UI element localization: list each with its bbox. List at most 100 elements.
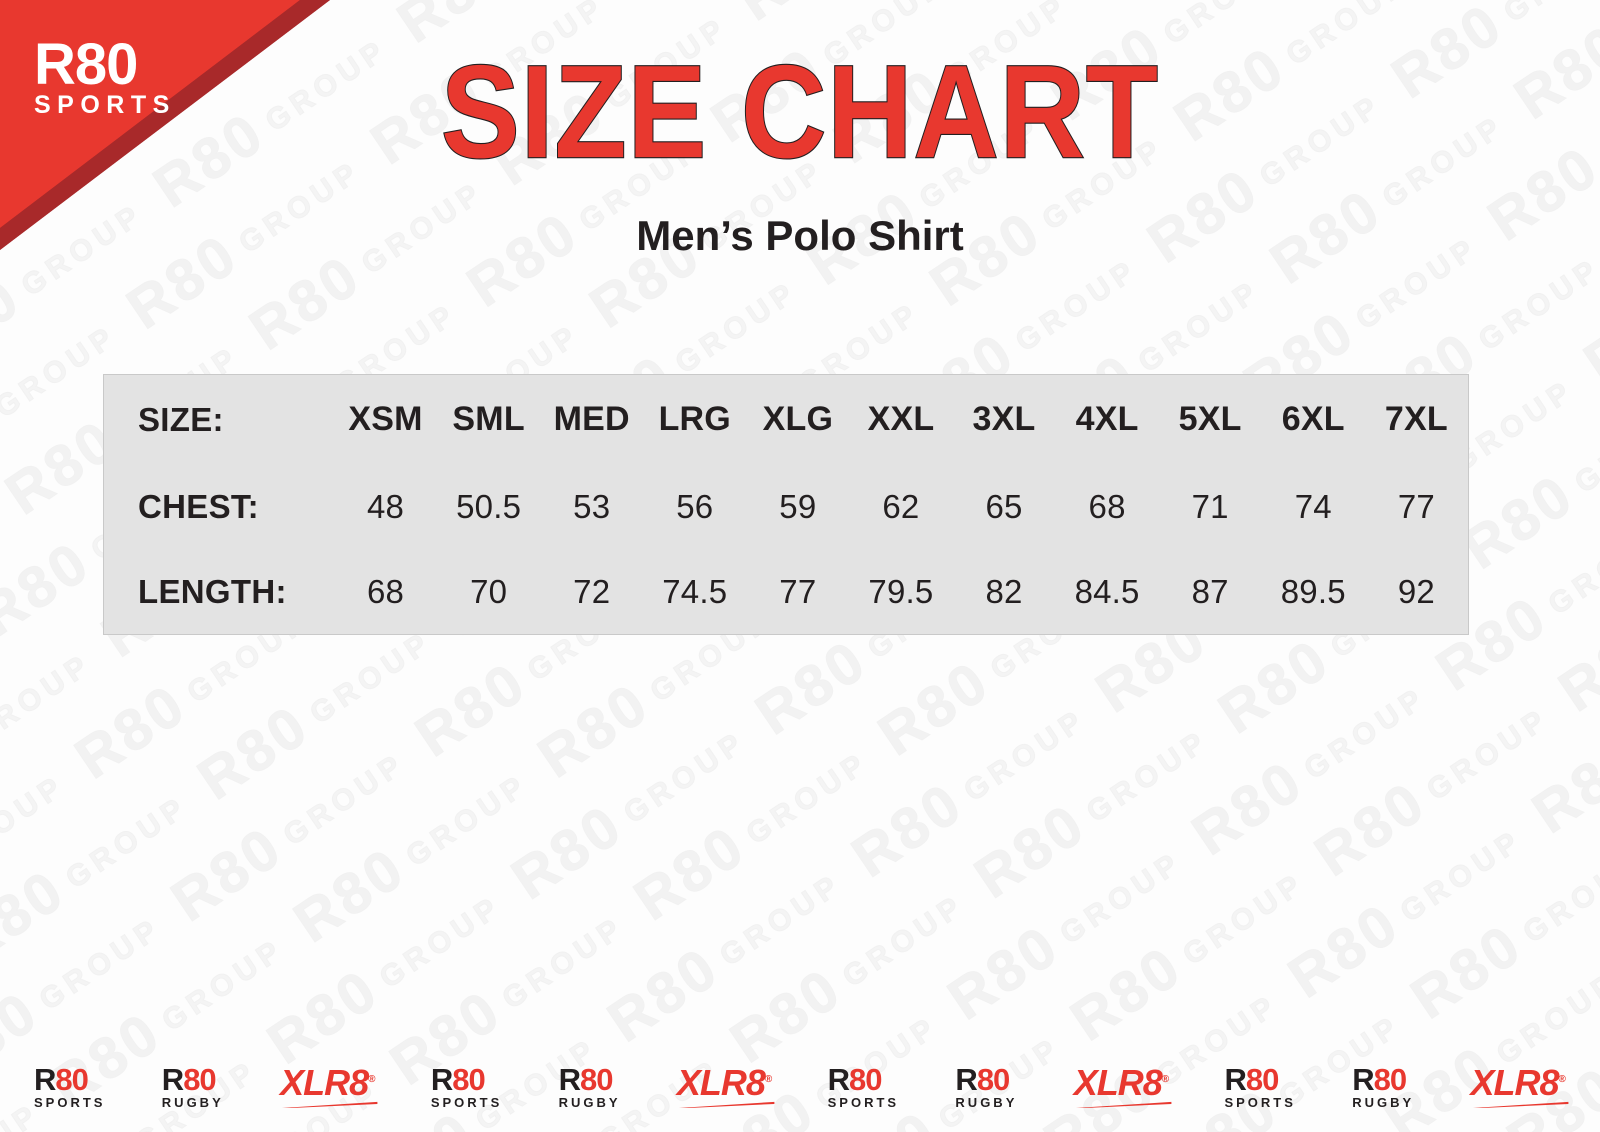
watermark-row: R80GROUPR80GROUPR80GROUPR80GROUPR80GROUP… xyxy=(692,515,1600,1132)
footer-logo-division: SPORTS xyxy=(430,1095,503,1110)
cell-chest-xsm: 48 xyxy=(366,487,405,525)
size-table-body: SIZE: XSM SML MED LRG XLG XXL 3XL 4XL 5XL 6XL 7XL … xyxy=(104,375,1468,634)
footer-logo-number-80: 80 xyxy=(1245,1062,1279,1097)
column-header-xlg: XLG xyxy=(762,400,834,439)
size-table: SIZE: XSM SML MED LRG XLG XXL 3XL 4XL 5XL 6XL 7XL … xyxy=(104,375,1468,634)
cell-chest-3xl: 65 xyxy=(985,487,1023,525)
footer-logo-r80-rugby: R80 RUGBY xyxy=(1352,1062,1415,1110)
footer-logo-letter-r: R xyxy=(161,1062,184,1097)
column-header-med: MED xyxy=(553,400,630,439)
footer-logo-xlr8-wordmark: XLR8® xyxy=(1470,1062,1566,1103)
registered-trademark-icon: ® xyxy=(764,1074,773,1085)
cell-chest-6xl: 74 xyxy=(1294,487,1332,525)
footer-logo-xlr8-wordmark: XLR8® xyxy=(676,1062,773,1103)
footer-logo-r80-sports: R80 SPORTS xyxy=(34,1062,106,1110)
footer-logo-number-80: 80 xyxy=(452,1062,485,1097)
column-header-3xl: 3XL xyxy=(972,400,1036,439)
cell-length-3xl: 82 xyxy=(985,572,1023,610)
footer-logo-strip: R80 SPORTS R80 RUGBY XLR8® R80 SPORTS R80 RUGBY X… xyxy=(0,1062,1600,1110)
cell-length-6xl: 89.5 xyxy=(1280,572,1346,610)
footer-logo-number-80: 80 xyxy=(849,1062,882,1097)
footer-logo-wordmark: R80 xyxy=(161,1062,225,1097)
column-header-xsm: XSM xyxy=(348,400,423,439)
column-header-lrg: LRG xyxy=(658,400,731,439)
footer-logo-r80-sports: R80 SPORTS xyxy=(827,1062,900,1110)
footer-logo-division: RUGBY xyxy=(955,1095,1018,1110)
footer-logo-r80-sports: R80 SPORTS xyxy=(430,1062,503,1110)
footer-logo-number-80: 80 xyxy=(580,1062,613,1097)
footer-logo-letter-r: R xyxy=(558,1062,581,1097)
footer-logo-division: RUGBY xyxy=(1352,1095,1415,1110)
column-header-xxl: XXL xyxy=(867,400,935,439)
row-label-length: LENGTH: xyxy=(138,572,287,610)
xlr8-swoosh-icon xyxy=(678,1101,775,1108)
footer-logo-xlr8: XLR8® xyxy=(1073,1062,1172,1110)
cell-length-xlg: 77 xyxy=(779,572,817,610)
cell-length-4xl: 84.5 xyxy=(1074,572,1140,610)
cell-length-sml: 70 xyxy=(470,572,508,610)
cell-chest-5xl: 71 xyxy=(1191,487,1229,525)
footer-logo-letter-r: R xyxy=(827,1062,850,1097)
footer-logo-xlr8-wordmark: XLR8® xyxy=(1073,1062,1170,1103)
size-table-container: SIZE: XSM SML MED LRG XLG XXL 3XL 4XL 5XL 6XL 7XL … xyxy=(103,374,1469,635)
footer-logo-wordmark: R80 xyxy=(1224,1062,1296,1097)
footer-logo-xlr8-wordmark: XLR8® xyxy=(280,1062,376,1103)
footer-logo-wordmark: R80 xyxy=(955,1062,1018,1097)
footer-logo-r80-sports: R80 SPORTS xyxy=(1224,1062,1296,1110)
footer-logo-wordmark: R80 xyxy=(1352,1062,1415,1097)
registered-trademark-icon: ® xyxy=(368,1074,376,1085)
registered-trademark-icon: ® xyxy=(1558,1074,1566,1085)
footer-logo-wordmark: R80 xyxy=(558,1062,622,1097)
footer-logo-xlr8: XLR8® xyxy=(676,1062,775,1110)
footer-logo-letter-r: R xyxy=(430,1062,453,1097)
cell-length-med: 72 xyxy=(573,572,611,610)
cell-length-lrg: 74.5 xyxy=(662,572,728,610)
row-label-chest: CHEST: xyxy=(138,487,259,525)
cell-length-5xl: 87 xyxy=(1191,572,1229,610)
watermark-row: R80GROUPR80GROUPR80GROUPR80GROUPR80GROUP… xyxy=(475,393,1600,1132)
column-header-5xl: 5XL xyxy=(1178,400,1242,439)
footer-logo-r80-rugby: R80 RUGBY xyxy=(558,1062,622,1110)
page-title: SIZE CHART xyxy=(440,38,1159,187)
footer-logo-wordmark: R80 xyxy=(827,1062,900,1097)
column-header-6xl: 6XL xyxy=(1281,400,1345,439)
footer-logo-wordmark: R80 xyxy=(34,1062,106,1097)
xlr8-swoosh-icon xyxy=(1472,1101,1568,1108)
column-header-sml: SML xyxy=(452,400,525,439)
cell-length-xxl: 79.5 xyxy=(868,572,934,610)
column-header-4xl: 4XL xyxy=(1075,400,1139,439)
cell-length-xsm: 68 xyxy=(366,572,405,610)
xlr8-swoosh-icon xyxy=(1075,1101,1172,1108)
footer-logo-letter-r: R xyxy=(34,1062,56,1097)
footer-logo-wordmark: R80 xyxy=(430,1062,503,1097)
footer-logo-division: RUGBY xyxy=(161,1095,224,1110)
table-row-chest: CHEST: 48 50.5 53 56 59 62 65 68 71 74 77 xyxy=(104,464,1468,549)
table-row-size: SIZE: XSM SML MED LRG XLG XXL 3XL 4XL 5XL 6XL 7XL xyxy=(104,375,1468,464)
column-header-7xl: 7XL xyxy=(1384,400,1448,439)
cell-length-7xl: 92 xyxy=(1397,572,1435,610)
headline-block: SIZE CHART Men’s Polo Shirt xyxy=(0,38,1600,260)
footer-logo-letter-r: R xyxy=(1352,1062,1374,1097)
footer-logo-r80-rugby: R80 RUGBY xyxy=(955,1062,1018,1110)
cell-chest-med: 53 xyxy=(573,487,611,525)
cell-chest-xxl: 62 xyxy=(882,487,920,525)
cell-chest-4xl: 68 xyxy=(1088,487,1126,525)
footer-logo-letter-r: R xyxy=(1224,1062,1246,1097)
xlr8-swoosh-icon xyxy=(282,1101,378,1108)
footer-logo-number-80: 80 xyxy=(976,1062,1010,1097)
row-label-size: SIZE: xyxy=(138,400,224,438)
footer-logo-division: RUGBY xyxy=(558,1095,621,1110)
footer-logo-division: SPORTS xyxy=(34,1095,106,1110)
cell-chest-lrg: 56 xyxy=(676,487,714,525)
table-row-length: LENGTH: 68 70 72 74.5 77 79.5 82 84.5 87 89.5 92 xyxy=(104,549,1468,634)
footer-logo-number-80: 80 xyxy=(183,1062,216,1097)
footer-logo-number-80: 80 xyxy=(1373,1062,1407,1097)
footer-logo-letter-r: R xyxy=(955,1062,977,1097)
footer-logo-division: SPORTS xyxy=(1224,1095,1296,1110)
footer-logo-xlr8: XLR8® xyxy=(1470,1062,1568,1110)
footer-logo-division: SPORTS xyxy=(827,1095,900,1110)
watermark-row: R80GROUPR80GROUPR80GROUPR80GROUPR80GROUP… xyxy=(1495,1053,1600,1132)
page-subtitle: Men’s Polo Shirt xyxy=(636,212,964,259)
cell-chest-7xl: 77 xyxy=(1397,487,1435,525)
